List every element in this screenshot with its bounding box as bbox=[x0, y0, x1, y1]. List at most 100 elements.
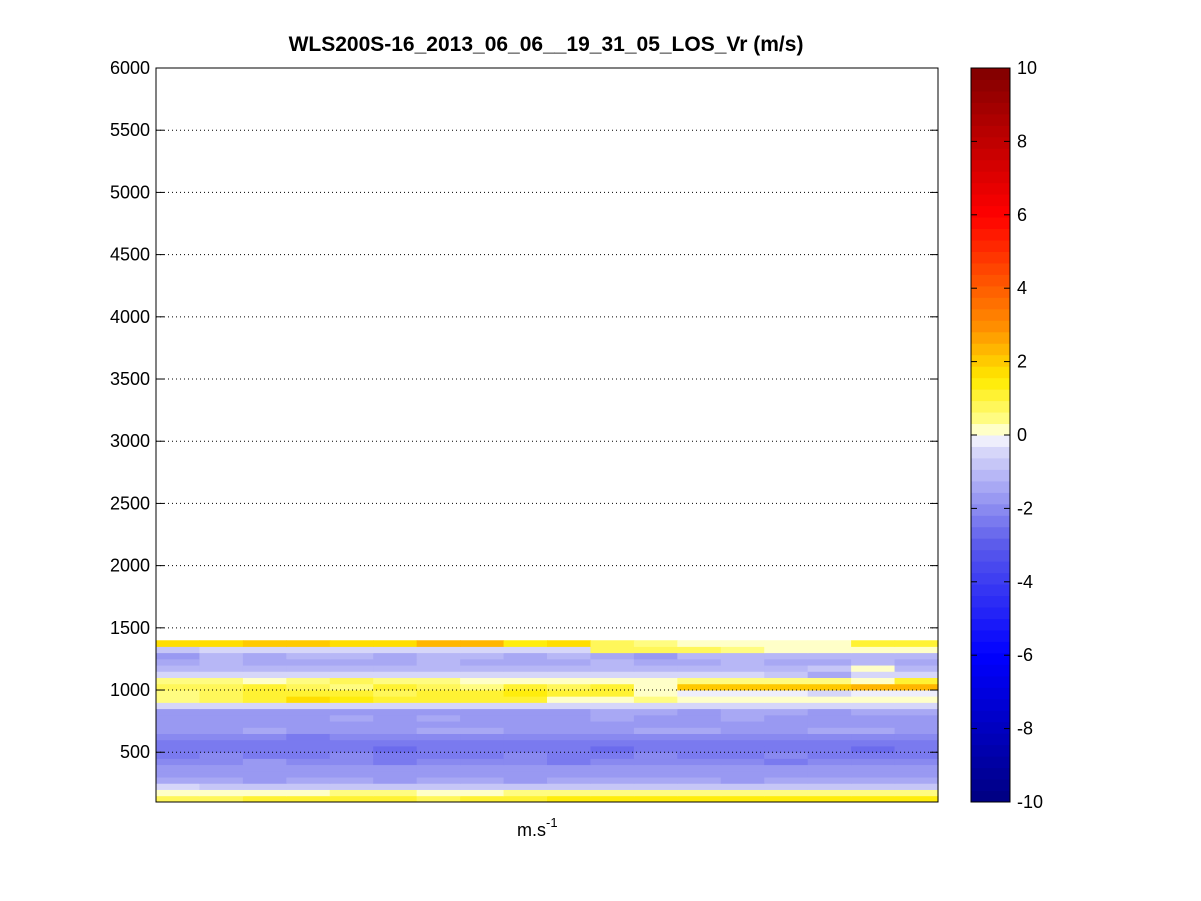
heatmap-cell bbox=[503, 764, 548, 772]
heatmap-cell bbox=[764, 727, 809, 734]
heatmap-cell bbox=[590, 671, 635, 678]
heatmap-cell bbox=[329, 721, 374, 728]
heatmap-cell bbox=[764, 683, 809, 691]
x-axis-label-superscript: -1 bbox=[546, 815, 558, 830]
heatmap-cell bbox=[329, 714, 374, 722]
heatmap-cell bbox=[416, 671, 461, 678]
heatmap-cell bbox=[547, 752, 592, 759]
heatmap-cell bbox=[720, 739, 765, 747]
heatmap-cell bbox=[677, 795, 722, 803]
heatmap-cell bbox=[894, 640, 939, 647]
heatmap-cell bbox=[199, 714, 244, 722]
heatmap-cell bbox=[460, 708, 505, 716]
heatmap-cell bbox=[416, 777, 461, 784]
heatmap-cell bbox=[199, 702, 244, 710]
heatmap-cell bbox=[677, 721, 722, 728]
heatmap-cell bbox=[373, 696, 418, 703]
heatmap-cell bbox=[547, 758, 592, 766]
heatmap-cell bbox=[720, 696, 765, 703]
colorbar-segment bbox=[971, 354, 1010, 367]
colorbar-segment bbox=[971, 251, 1010, 264]
y-tick-label: 3000 bbox=[110, 431, 150, 451]
heatmap-cell bbox=[807, 758, 852, 766]
heatmap-cell bbox=[851, 733, 896, 741]
heatmap-cell bbox=[329, 764, 374, 772]
heatmap-cell bbox=[764, 777, 809, 784]
heatmap-cell bbox=[242, 690, 287, 697]
heatmap-cell bbox=[894, 727, 939, 734]
heatmap-cell bbox=[199, 652, 244, 660]
heatmap-cell bbox=[590, 727, 635, 734]
heatmap-cell bbox=[720, 770, 765, 778]
heatmap-cell bbox=[416, 764, 461, 772]
heatmap-cell bbox=[373, 665, 418, 672]
heatmap-cell bbox=[286, 752, 331, 759]
heatmap-cell bbox=[329, 758, 374, 766]
heatmap-cell bbox=[894, 665, 939, 672]
colorbar-segment bbox=[971, 595, 1010, 608]
heatmap-cell bbox=[329, 770, 374, 778]
heatmap-cell bbox=[156, 746, 201, 753]
heatmap-cell bbox=[764, 690, 809, 697]
heatmap-cell bbox=[851, 795, 896, 803]
heatmap-cell bbox=[720, 658, 765, 666]
heatmap-cell bbox=[764, 665, 809, 672]
heatmap-cell bbox=[460, 683, 505, 691]
heatmap-cell bbox=[503, 739, 548, 747]
heatmap-cell bbox=[199, 789, 244, 797]
heatmap-cell bbox=[156, 677, 201, 685]
heatmap-cell bbox=[764, 702, 809, 710]
heatmap-cell bbox=[460, 733, 505, 741]
heatmap-cell bbox=[199, 640, 244, 647]
heatmap-cell bbox=[807, 739, 852, 747]
heatmap-cell bbox=[460, 770, 505, 778]
heatmap-cell bbox=[807, 770, 852, 778]
heatmap-cell bbox=[460, 702, 505, 710]
heatmap-cell bbox=[503, 746, 548, 753]
heatmap-cell bbox=[416, 646, 461, 654]
heatmap-cell bbox=[633, 671, 678, 678]
heatmap-cell bbox=[894, 795, 939, 803]
y-tick-label: 500 bbox=[120, 742, 150, 762]
heatmap-cell bbox=[894, 702, 939, 710]
colorbar-tick-label: -8 bbox=[1017, 719, 1033, 739]
heatmap-cell bbox=[764, 758, 809, 766]
colorbar-ticks: -10 -8 -6 -4 -2 0 2 4 6 8 10 bbox=[971, 58, 1043, 812]
heatmap-cell bbox=[633, 683, 678, 691]
heatmap-cell bbox=[460, 727, 505, 734]
heatmap-cell bbox=[329, 690, 374, 697]
heatmap-cell bbox=[503, 721, 548, 728]
heatmap-cell bbox=[199, 746, 244, 753]
heatmap-cell bbox=[460, 658, 505, 666]
heatmap-cell bbox=[720, 708, 765, 716]
heatmap-cell bbox=[633, 708, 678, 716]
heatmap-cell bbox=[329, 696, 374, 703]
heatmap-cell bbox=[807, 764, 852, 772]
plot-frame bbox=[155, 67, 939, 803]
heatmap-cell bbox=[503, 727, 548, 734]
heatmap-cell bbox=[286, 696, 331, 703]
heatmap-cell bbox=[242, 789, 287, 797]
heatmap-cell bbox=[156, 671, 201, 678]
heatmap-cell bbox=[329, 652, 374, 660]
heatmap-cell bbox=[373, 714, 418, 722]
colorbar-segment bbox=[971, 779, 1010, 792]
heatmap-cell bbox=[547, 739, 592, 747]
heatmap-cell bbox=[633, 777, 678, 784]
colorbar-segment bbox=[971, 710, 1010, 723]
heatmap-cell bbox=[547, 795, 592, 803]
heatmap-cell bbox=[503, 652, 548, 660]
colorbar-segment bbox=[971, 331, 1010, 344]
heatmap-cell bbox=[199, 721, 244, 728]
heatmap-cell bbox=[720, 646, 765, 654]
heatmap-cell bbox=[286, 665, 331, 672]
heatmap-cell bbox=[720, 652, 765, 660]
heatmap-cell bbox=[590, 721, 635, 728]
heatmap-cell bbox=[156, 764, 201, 772]
heatmap-cell bbox=[156, 690, 201, 697]
heatmap-cell bbox=[677, 702, 722, 710]
colorbar-segment bbox=[971, 217, 1010, 230]
heatmap-cell bbox=[286, 795, 331, 803]
heatmap-cell bbox=[547, 665, 592, 672]
